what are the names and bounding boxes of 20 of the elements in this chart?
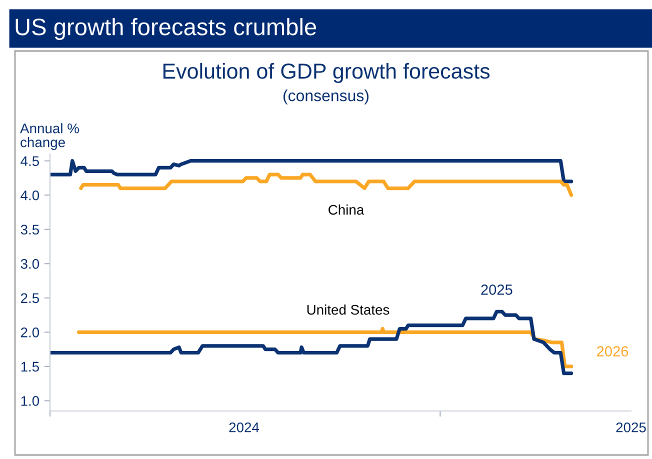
y-tick-label: 1.0 xyxy=(21,396,40,406)
y-tick-label: 4.5 xyxy=(20,156,40,166)
line-series xyxy=(76,326,574,368)
y-tick-label: 2.0 xyxy=(20,328,40,338)
y-tick-label: 3.5 xyxy=(20,224,40,235)
series-label: 2026 xyxy=(597,346,628,356)
y-tick-label: 2.5 xyxy=(20,293,40,304)
y-tick-label: 1.5 xyxy=(21,362,40,372)
series-label: 2025 xyxy=(481,284,512,295)
chart-subtitle: Evolution of GDP growth forecasts xyxy=(163,62,490,84)
annotation: China xyxy=(328,204,364,215)
text: (consensus) xyxy=(283,90,369,104)
y-axis-title: Annual % change xyxy=(20,123,79,150)
y-tick-label: 4.0 xyxy=(20,190,40,200)
x-tick-label: 2024 xyxy=(229,422,260,432)
y-tick-label: 3.0 xyxy=(20,258,40,269)
chart-title: US growth forecasts crumble xyxy=(16,18,316,40)
annotation: United States xyxy=(307,304,390,315)
line-series xyxy=(79,172,574,197)
line-series xyxy=(50,159,574,184)
